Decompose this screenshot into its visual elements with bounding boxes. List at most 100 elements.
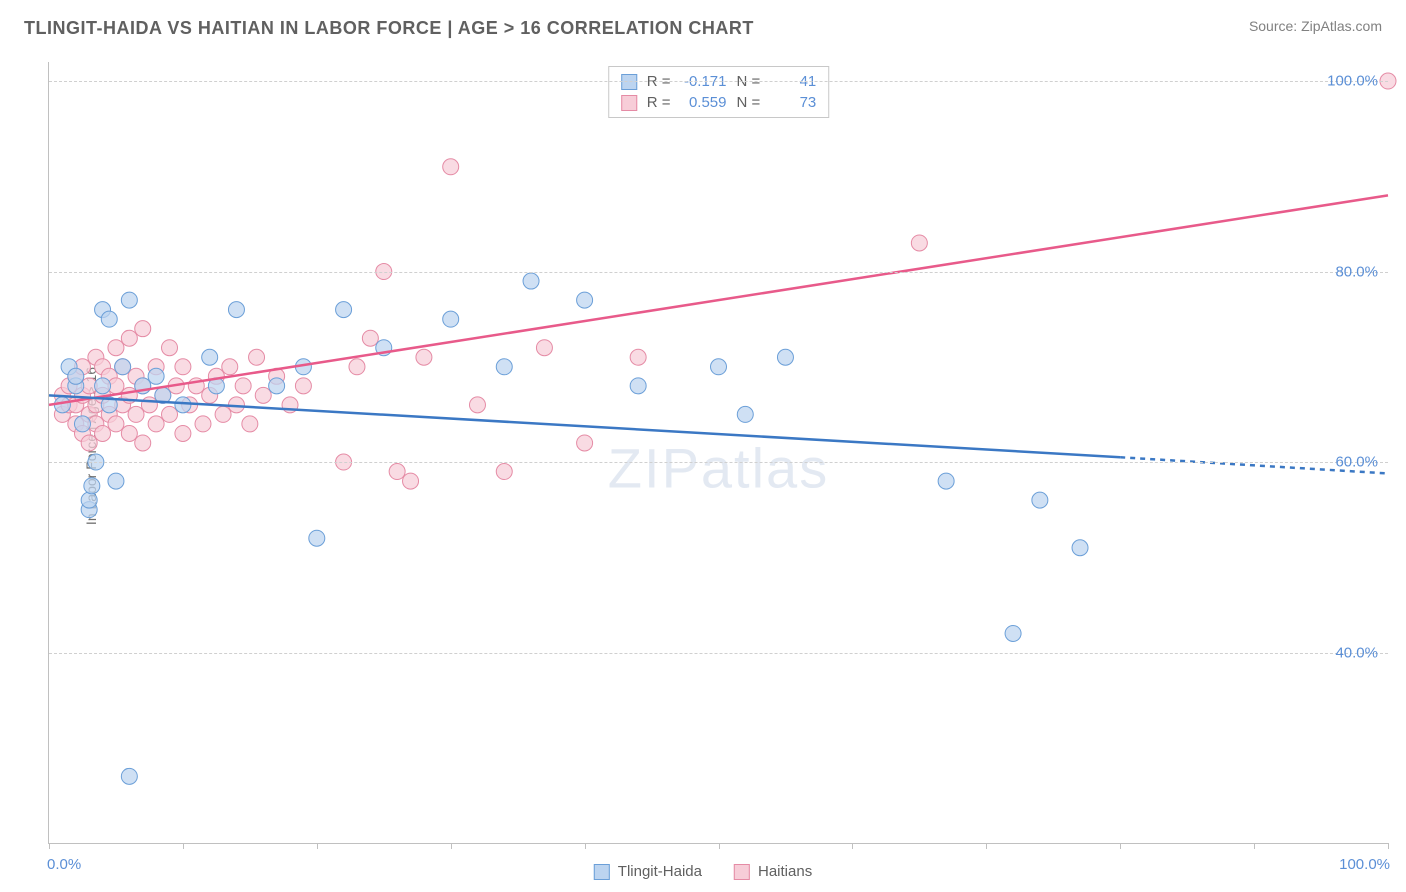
data-point (95, 425, 111, 441)
data-point (108, 416, 124, 432)
data-point (911, 235, 927, 251)
data-point (121, 292, 137, 308)
x-tick (1254, 843, 1255, 849)
data-point (295, 378, 311, 394)
data-point (336, 302, 352, 318)
y-tick-label: 40.0% (1335, 644, 1378, 661)
data-point (242, 416, 258, 432)
data-point (148, 416, 164, 432)
data-point (523, 273, 539, 289)
data-point (496, 359, 512, 375)
gridline (49, 81, 1388, 82)
stats-row-b: R = 0.559 N = 73 (621, 92, 817, 113)
data-point (121, 330, 137, 346)
data-point (95, 378, 111, 394)
data-point (403, 473, 419, 489)
legend-item-b: Haitians (734, 863, 812, 880)
legend-swatch-a (594, 864, 610, 880)
data-point (938, 473, 954, 489)
stats-legend-box: R = -0.171 N = 41 R = 0.559 N = 73 (608, 66, 830, 118)
data-point (536, 340, 552, 356)
n-label: N = (737, 94, 761, 111)
legend-item-a: Tlingit-Haida (594, 863, 702, 880)
x-tick (1388, 843, 1389, 849)
data-point (135, 435, 151, 451)
x-tick (317, 843, 318, 849)
data-point (148, 368, 164, 384)
data-point (269, 378, 285, 394)
data-point (175, 359, 191, 375)
data-point (162, 406, 178, 422)
data-point (195, 416, 211, 432)
legend-label-b: Haitians (758, 863, 812, 880)
gridline (49, 462, 1388, 463)
data-point (777, 349, 793, 365)
data-point (101, 311, 117, 327)
data-point (121, 425, 137, 441)
x-tick (852, 843, 853, 849)
gridline (49, 653, 1388, 654)
data-point (443, 311, 459, 327)
data-point (215, 406, 231, 422)
data-point (577, 435, 593, 451)
data-point (135, 321, 151, 337)
data-point (711, 359, 727, 375)
data-point (162, 340, 178, 356)
x-axis-max-label: 100.0% (1339, 856, 1390, 873)
data-point (228, 302, 244, 318)
data-point (74, 416, 90, 432)
data-point (443, 159, 459, 175)
data-point (81, 492, 97, 508)
data-point (84, 478, 100, 494)
data-point (121, 768, 137, 784)
data-point (496, 464, 512, 480)
data-point (175, 397, 191, 413)
data-point (175, 425, 191, 441)
data-point (202, 349, 218, 365)
plot-svg (49, 62, 1388, 843)
legend-label-a: Tlingit-Haida (618, 863, 702, 880)
n-value-b: 73 (770, 94, 816, 111)
data-point (416, 349, 432, 365)
data-point (81, 435, 97, 451)
legend-swatch-b (734, 864, 750, 880)
x-axis-min-label: 0.0% (47, 856, 81, 873)
x-tick (183, 843, 184, 849)
data-point (1072, 540, 1088, 556)
y-tick-label: 60.0% (1335, 454, 1378, 471)
source-label: Source: ZipAtlas.com (1249, 18, 1382, 34)
data-point (1005, 625, 1021, 641)
data-point (1032, 492, 1048, 508)
x-tick (49, 843, 50, 849)
x-tick (585, 843, 586, 849)
data-point (630, 378, 646, 394)
data-point (389, 464, 405, 480)
x-tick (986, 843, 987, 849)
gridline (49, 272, 1388, 273)
data-point (630, 349, 646, 365)
data-point (235, 378, 251, 394)
chart-title: TLINGIT-HAIDA VS HAITIAN IN LABOR FORCE … (24, 18, 754, 39)
data-point (222, 359, 238, 375)
data-point (141, 397, 157, 413)
data-point (108, 340, 124, 356)
x-tick (451, 843, 452, 849)
data-point (108, 473, 124, 489)
bottom-legend: Tlingit-Haida Haitians (594, 863, 812, 880)
data-point (128, 406, 144, 422)
x-tick (719, 843, 720, 849)
data-point (249, 349, 265, 365)
chart-plot-area: ZIPatlas R = -0.171 N = 41 R = 0.559 N =… (48, 62, 1388, 844)
y-tick-label: 80.0% (1335, 263, 1378, 280)
r-value-b: 0.559 (681, 94, 727, 111)
data-point (349, 359, 365, 375)
data-point (309, 530, 325, 546)
data-point (255, 387, 271, 403)
swatch-b (621, 95, 637, 111)
y-tick-label: 100.0% (1327, 73, 1378, 90)
data-point (68, 368, 84, 384)
data-point (115, 359, 131, 375)
data-point (737, 406, 753, 422)
r-label: R = (647, 94, 671, 111)
data-point (469, 397, 485, 413)
